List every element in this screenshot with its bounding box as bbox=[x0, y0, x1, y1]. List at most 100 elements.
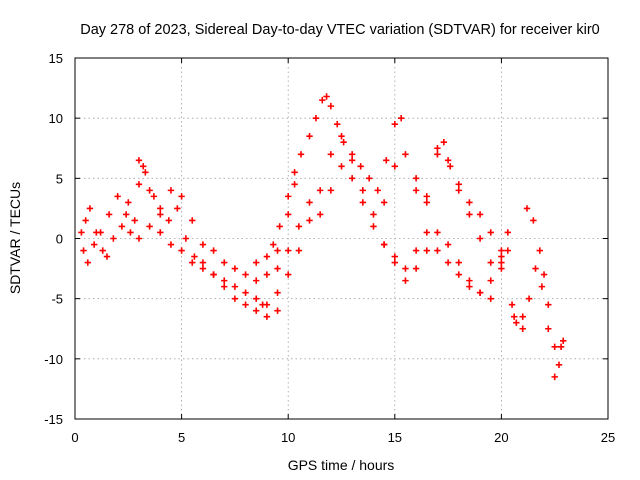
x-tick-label: 15 bbox=[388, 430, 402, 445]
data-point bbox=[295, 247, 303, 254]
data-point bbox=[423, 193, 430, 200]
data-point bbox=[221, 283, 228, 290]
data-point bbox=[348, 175, 356, 182]
data-point bbox=[231, 283, 239, 290]
x-tick-label: 0 bbox=[71, 430, 78, 445]
series-track-e bbox=[263, 133, 505, 308]
data-point bbox=[530, 217, 537, 224]
data-point bbox=[391, 259, 398, 266]
data-point bbox=[191, 253, 198, 260]
axis-ticks: 0 5 10 15 20 25 -15 -10 -5 0 5 10 15 bbox=[44, 51, 615, 445]
series-track-a bbox=[78, 169, 266, 308]
data-point bbox=[380, 241, 388, 248]
data-point bbox=[306, 133, 313, 140]
data-point bbox=[498, 247, 505, 254]
data-point bbox=[508, 301, 516, 308]
data-point bbox=[131, 217, 138, 224]
data-point bbox=[86, 205, 94, 212]
data-point bbox=[397, 114, 405, 122]
data-point bbox=[334, 120, 341, 128]
x-tick-label: 20 bbox=[494, 430, 508, 445]
data-point bbox=[557, 343, 565, 350]
series-track-j bbox=[510, 265, 565, 381]
data-point bbox=[412, 247, 420, 254]
data-point bbox=[487, 259, 494, 266]
data-point bbox=[167, 241, 175, 248]
data-point bbox=[253, 277, 260, 284]
data-point bbox=[466, 283, 473, 290]
data-point bbox=[327, 102, 335, 110]
data-point bbox=[270, 241, 277, 248]
y-axis-label: SDTVAR / TECUs bbox=[7, 182, 23, 294]
data-point bbox=[295, 223, 303, 230]
y-tick-label: -5 bbox=[51, 292, 63, 307]
data-point bbox=[146, 187, 153, 194]
data-point bbox=[391, 120, 398, 128]
data-point bbox=[523, 205, 531, 212]
data-point bbox=[455, 259, 462, 266]
data-point bbox=[498, 259, 505, 266]
data-point bbox=[127, 229, 134, 236]
data-point bbox=[423, 199, 430, 206]
data-point bbox=[402, 265, 409, 272]
data-point bbox=[504, 247, 511, 254]
data-point bbox=[82, 217, 89, 224]
data-point bbox=[374, 187, 381, 194]
data-point bbox=[297, 151, 305, 158]
data-point bbox=[551, 373, 558, 381]
data-point bbox=[242, 289, 249, 296]
data-point bbox=[199, 259, 207, 266]
y-tick-label: 5 bbox=[56, 171, 63, 186]
data-point bbox=[498, 265, 505, 272]
data-point bbox=[383, 157, 390, 164]
data-point bbox=[274, 289, 281, 296]
data-point bbox=[560, 337, 567, 344]
data-point bbox=[323, 93, 330, 100]
data-point bbox=[199, 265, 207, 272]
data-point bbox=[504, 229, 511, 236]
data-point bbox=[99, 247, 106, 254]
data-point bbox=[476, 211, 484, 218]
data-point bbox=[291, 181, 298, 188]
data-point bbox=[402, 277, 409, 284]
y-tick-label: -10 bbox=[44, 352, 63, 367]
data-point bbox=[519, 325, 526, 332]
data-point bbox=[140, 163, 147, 170]
data-point bbox=[97, 229, 104, 236]
series-track-d bbox=[253, 93, 405, 266]
data-point bbox=[105, 211, 113, 218]
data-point bbox=[263, 271, 271, 278]
data-point bbox=[174, 205, 181, 212]
data-point bbox=[221, 259, 228, 266]
data-point bbox=[440, 139, 448, 146]
data-point bbox=[487, 229, 494, 236]
data-point bbox=[253, 259, 260, 266]
data-point bbox=[340, 139, 347, 146]
data-point bbox=[291, 169, 298, 176]
data-point bbox=[189, 217, 196, 224]
data-point bbox=[231, 295, 239, 302]
data-point bbox=[253, 295, 260, 302]
data-point bbox=[210, 271, 217, 278]
data-point bbox=[444, 241, 452, 248]
data-points bbox=[78, 93, 567, 381]
data-point bbox=[423, 247, 430, 254]
data-point bbox=[165, 217, 173, 224]
data-point bbox=[466, 211, 473, 218]
data-point bbox=[412, 187, 420, 194]
data-point bbox=[189, 259, 196, 266]
data-point bbox=[510, 313, 518, 320]
y-tick-label: 0 bbox=[56, 232, 63, 247]
data-point bbox=[423, 229, 430, 236]
data-point bbox=[263, 253, 271, 260]
data-point bbox=[103, 253, 111, 260]
series-track-i bbox=[508, 205, 567, 369]
data-point bbox=[285, 247, 292, 254]
data-point bbox=[263, 301, 271, 308]
data-point bbox=[135, 157, 143, 164]
data-point bbox=[167, 187, 175, 194]
data-point bbox=[338, 163, 345, 170]
data-point bbox=[285, 211, 292, 218]
